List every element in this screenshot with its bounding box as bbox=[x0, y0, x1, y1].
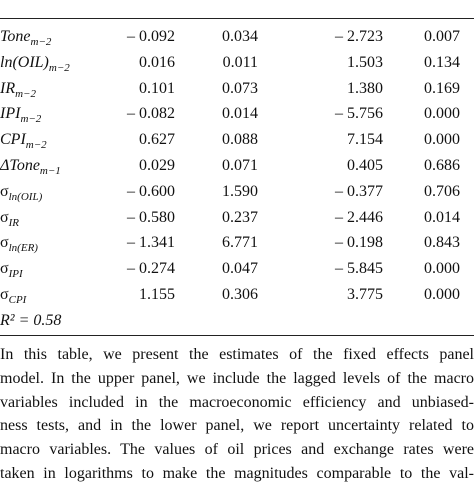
label-main: ΔTone bbox=[0, 157, 40, 174]
row-label: ΔTonem−1 bbox=[0, 156, 61, 181]
cell-value: 0.101 bbox=[139, 79, 175, 97]
cell-value: 0.007 bbox=[424, 28, 460, 45]
label-subscript: ln(OIL) bbox=[8, 190, 43, 203]
cell-value: 0.169 bbox=[424, 79, 460, 97]
label-main: σ bbox=[0, 286, 9, 303]
cell-value: 1.155 bbox=[139, 286, 175, 303]
label-subscript: ln(ER) bbox=[8, 242, 38, 255]
note-line: ness tests, and in the lower panel, we r… bbox=[0, 417, 474, 435]
cell-value: 0.000 bbox=[424, 105, 460, 123]
cell-value: 0.088 bbox=[222, 131, 258, 149]
row-label: σIPI bbox=[0, 259, 23, 284]
label-subscript: m−2 bbox=[48, 61, 70, 74]
label-subscript: m−2 bbox=[25, 139, 47, 152]
label-main: CPI bbox=[0, 131, 26, 149]
cell-value: 0.000 bbox=[424, 131, 460, 149]
cell-value: 0.073 bbox=[222, 79, 258, 97]
label-subscript: m−2 bbox=[15, 87, 36, 100]
label-subscript: IR bbox=[8, 216, 20, 229]
label-subscript: m−2 bbox=[20, 113, 42, 126]
note-line: taken in logarithms to make the magnitud… bbox=[0, 465, 474, 482]
cell-value: 0.000 bbox=[424, 286, 460, 303]
cell-value: 0.014 bbox=[222, 105, 258, 123]
row-label: σln(ER) bbox=[0, 233, 38, 258]
cell-value: 0.706 bbox=[424, 182, 460, 200]
cell-value: – 0.082 bbox=[127, 105, 175, 123]
row-label: IRm−2 bbox=[0, 79, 36, 104]
cell-value: 7.154 bbox=[347, 131, 383, 149]
cell-value: 0.011 bbox=[222, 53, 258, 71]
row-label: CPIm−2 bbox=[0, 130, 47, 155]
cell-value: 0.237 bbox=[222, 208, 258, 226]
r-squared: R² = 0.58 bbox=[0, 312, 62, 329]
label-main: IR bbox=[0, 79, 16, 97]
label-subscript: CPI bbox=[8, 294, 27, 306]
label-main: Tone bbox=[0, 28, 31, 45]
cell-value: – 5.845 bbox=[335, 260, 383, 278]
cell-value: 0.843 bbox=[424, 234, 460, 252]
note-line: In this table, we present the estimates … bbox=[0, 346, 474, 363]
note-line: variables included in the macroeconomic … bbox=[0, 393, 474, 411]
cell-value: – 2.723 bbox=[335, 28, 383, 45]
cell-value: 1.590 bbox=[222, 182, 258, 200]
cell-value: – 0.092 bbox=[127, 28, 175, 45]
cell-value: – 0.274 bbox=[127, 260, 175, 278]
label-main: ln(OIL) bbox=[0, 53, 49, 71]
row-label: σIR bbox=[0, 208, 19, 233]
page: (() => { const data = JSON.parse(documen… bbox=[0, 18, 474, 482]
note-line: macro variables. The values of oil price… bbox=[0, 441, 474, 459]
bottom-rule bbox=[0, 335, 474, 336]
cell-value: – 1.341 bbox=[127, 234, 175, 252]
cell-value: – 5.756 bbox=[335, 105, 383, 123]
top-rule bbox=[0, 18, 474, 19]
cell-value: 1.503 bbox=[347, 53, 383, 71]
cell-value: 0.034 bbox=[222, 28, 258, 45]
cell-value: 6.771 bbox=[222, 234, 258, 252]
cell-value: 0.014 bbox=[424, 208, 460, 226]
cell-value: – 2.446 bbox=[335, 208, 383, 226]
note-line: model. In the upper panel, we include th… bbox=[0, 369, 474, 387]
label-main: σ bbox=[0, 182, 9, 200]
cell-value: 0.071 bbox=[222, 157, 258, 174]
row-label: IPIm−2 bbox=[0, 104, 41, 129]
row-label: σln(OIL) bbox=[0, 182, 42, 207]
cell-value: 0.000 bbox=[424, 260, 460, 278]
cell-value: – 0.600 bbox=[127, 182, 175, 200]
cell-value: 0.029 bbox=[139, 157, 175, 174]
row-label: ln(OIL)m−2 bbox=[0, 53, 70, 78]
cell-value: – 0.580 bbox=[127, 208, 175, 226]
cell-value: – 0.377 bbox=[335, 182, 383, 200]
cell-value: – 0.198 bbox=[335, 234, 383, 252]
label-subscript: m−1 bbox=[39, 165, 61, 177]
label-subscript: m−2 bbox=[30, 36, 52, 48]
cell-value: 0.047 bbox=[222, 260, 258, 278]
row-label: Tonem−2 bbox=[0, 27, 51, 52]
cell-value: 1.380 bbox=[347, 79, 383, 97]
cell-value: 0.016 bbox=[139, 53, 175, 71]
label-main: σ bbox=[0, 234, 9, 252]
cell-value: 0.627 bbox=[139, 131, 175, 149]
cell-value: 0.134 bbox=[424, 53, 460, 71]
cell-value: 3.775 bbox=[347, 286, 383, 303]
label-subscript: IPI bbox=[8, 268, 23, 281]
label-main: IPI bbox=[0, 105, 21, 123]
cell-value: 0.405 bbox=[347, 157, 383, 174]
label-main: σ bbox=[0, 208, 9, 226]
row-label: σCPI bbox=[0, 285, 26, 310]
cell-value: 0.686 bbox=[424, 157, 460, 174]
label-main: σ bbox=[0, 260, 9, 278]
cell-value: 0.306 bbox=[222, 286, 258, 303]
